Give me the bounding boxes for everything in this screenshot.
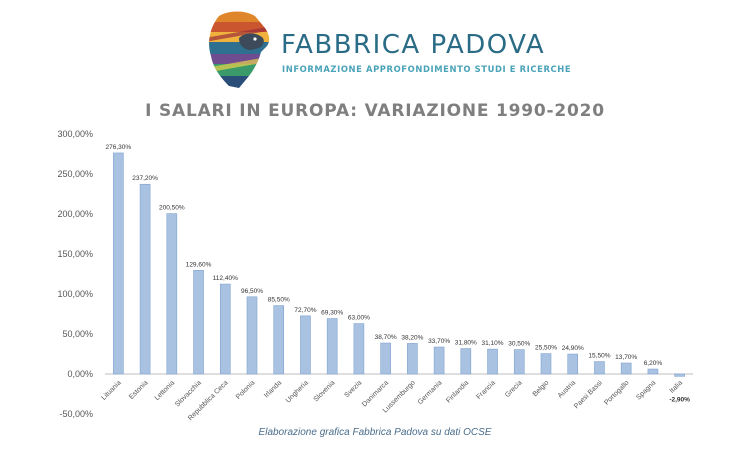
y-tick-label: 100,00% xyxy=(57,289,93,299)
lion-logo-icon xyxy=(209,11,270,88)
data-label: 30,50% xyxy=(508,341,530,348)
bar xyxy=(433,346,445,375)
category-label: Ungheria xyxy=(285,379,310,404)
data-label: -2,90% xyxy=(669,396,690,403)
bar xyxy=(407,343,418,375)
data-label: 69,30% xyxy=(321,310,343,317)
bar xyxy=(460,348,472,375)
source-caption: Elaborazione grafica Fabbrica Padova su … xyxy=(258,427,492,438)
bar xyxy=(273,305,285,375)
category-label: Lituania xyxy=(100,379,122,401)
bar xyxy=(674,373,685,377)
y-tick-label: 0,00% xyxy=(67,369,93,379)
category-label: Polonia xyxy=(235,379,257,401)
y-tick-label: 300,00% xyxy=(57,129,93,139)
bar xyxy=(353,323,365,375)
category-label: Grecia xyxy=(504,379,524,399)
category-label: Irlanda xyxy=(263,379,283,399)
data-label: 96,50% xyxy=(241,288,263,295)
data-label: 25,50% xyxy=(535,345,557,352)
data-label: 38,20% xyxy=(401,334,423,341)
data-label: 15,50% xyxy=(588,353,610,360)
bar xyxy=(620,362,632,375)
data-label: 112,40% xyxy=(213,275,238,282)
category-label: Svezia xyxy=(344,379,364,399)
bar xyxy=(139,183,151,375)
bar xyxy=(647,368,659,375)
category-label: Spagna xyxy=(635,379,657,401)
category-label: Estonia xyxy=(128,379,150,401)
category-label: Belgio xyxy=(532,379,551,398)
data-label: 6,20% xyxy=(644,360,663,367)
y-tick-label: 150,00% xyxy=(57,249,93,259)
bar xyxy=(380,342,391,375)
brand-name: FABBRICA PADOVA xyxy=(281,30,546,60)
bar xyxy=(300,315,311,375)
y-tick-label: 250,00% xyxy=(57,169,93,179)
bar xyxy=(246,296,258,375)
category-label: Portogallo xyxy=(603,379,630,406)
category-label: Finlandia xyxy=(445,379,470,404)
category-label: Paesi Bassi xyxy=(573,379,604,410)
category-label: Slovenia xyxy=(313,379,337,403)
data-label: 31,80% xyxy=(455,340,477,347)
chart-title: I SALARI IN EUROPA: VARIAZIONE 1990-2020 xyxy=(145,101,605,121)
bar xyxy=(113,152,124,375)
category-label: Francia xyxy=(476,379,498,401)
data-label: 237,20% xyxy=(132,175,158,182)
data-label: 24,90% xyxy=(562,345,584,352)
category-label: Germania xyxy=(417,379,444,406)
brand-logo: FABBRICA PADOVA INFORMAZIONE APPROFONDIM… xyxy=(205,8,571,93)
bar xyxy=(594,361,605,375)
data-label: 38,70% xyxy=(375,334,397,341)
data-label: 72,70% xyxy=(294,307,316,314)
bar xyxy=(219,283,231,375)
y-tick-label: 200,00% xyxy=(57,209,93,219)
y-tick-label: 50,00% xyxy=(62,329,93,339)
bar xyxy=(487,348,498,375)
category-label: Slovacchia xyxy=(174,379,203,408)
bar xyxy=(540,353,552,375)
data-label: 13,70% xyxy=(615,354,637,361)
data-label: 200,50% xyxy=(159,205,185,212)
y-tick-label: -50,00% xyxy=(59,409,93,419)
category-label: Italia xyxy=(669,379,684,394)
data-label: 33,70% xyxy=(428,338,450,345)
brand-tagline: INFORMAZIONE APPROFONDIMENTO STUDI E RIC… xyxy=(282,64,572,74)
bar xyxy=(326,318,338,375)
data-label: 31,10% xyxy=(482,340,504,347)
category-label: Austria xyxy=(557,379,577,399)
category-label: Lettonia xyxy=(154,379,177,402)
data-label: 85,50% xyxy=(268,297,290,304)
bar xyxy=(166,213,178,375)
data-label: 129,60% xyxy=(186,261,212,268)
data-label: 276,30% xyxy=(106,144,132,151)
bar xyxy=(193,270,204,375)
category-label: Danimarca xyxy=(361,379,390,408)
bar xyxy=(567,353,579,375)
bar xyxy=(513,349,525,375)
data-label: 63,00% xyxy=(348,315,370,322)
